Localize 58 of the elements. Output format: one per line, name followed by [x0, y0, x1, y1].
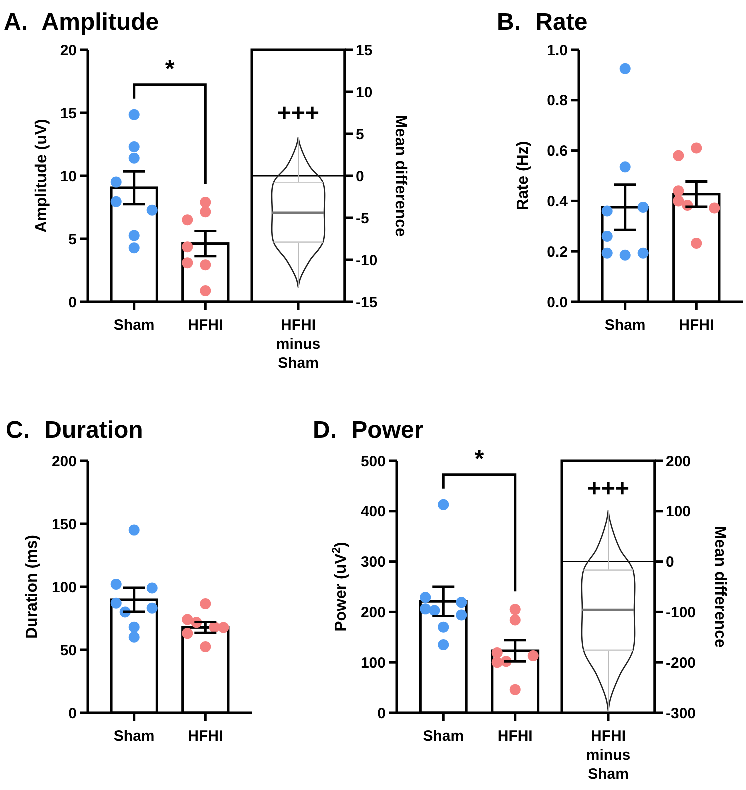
y-tick-label: 15	[356, 42, 373, 60]
x-tick-label: Sham	[114, 317, 155, 334]
y-tick-label: -300	[666, 705, 696, 722]
y-tick-label: 0	[666, 554, 674, 572]
x-tick-label: HFHI minus Sham	[276, 317, 321, 372]
y-tick-label: 200	[52, 453, 77, 470]
x-tick-label: HFHI	[188, 728, 224, 745]
y-axis-title: Mean difference	[711, 526, 728, 648]
y-axis-title: Rate (Hz)	[515, 141, 532, 211]
y-tick-label: 1.0	[547, 42, 568, 60]
y-tick-label: 0.6	[547, 143, 568, 160]
y-tick-label: 0.2	[547, 244, 568, 261]
y-tick-label: 200	[360, 604, 386, 622]
y-tick-label: -200	[666, 654, 696, 672]
y-tick-label: 10	[60, 168, 77, 186]
x-tick-label: Sham	[604, 317, 646, 334]
y-tick-label: 100	[666, 504, 692, 521]
y-tick-label: 500	[360, 453, 386, 470]
y-axis-title: Amplitude (uV)	[34, 119, 51, 233]
y-tick-label: 0	[68, 294, 77, 312]
x-tick-label: Sham	[114, 728, 155, 745]
y-tick-label: 200	[666, 453, 692, 470]
chart-title: D. Power	[313, 417, 424, 444]
y-tick-label: 100	[360, 654, 386, 672]
y-tick-label: 0	[356, 168, 364, 186]
y-tick-label: -10	[356, 252, 378, 270]
y-tick-label: 5	[68, 231, 77, 248]
chart-title: C. Duration	[6, 417, 144, 444]
y-tick-label: 50	[60, 642, 77, 660]
x-tick-label: HFHI	[498, 728, 533, 745]
annotation: *	[474, 446, 485, 473]
y-tick-label: 10	[356, 84, 373, 102]
chart-title: B. Rate	[497, 9, 588, 36]
y-tick-label: -100	[666, 604, 696, 622]
annotation: +++	[587, 475, 630, 502]
y-tick-label: 15	[60, 105, 77, 122]
x-tick-label: HFHI minus Sham	[586, 728, 631, 783]
y-axis-title: Mean difference	[392, 115, 409, 238]
chart-title: A. Amplitude	[4, 9, 160, 36]
y-axis-title: Duration (ms)	[24, 535, 42, 639]
y-tick-label: -5	[356, 210, 370, 228]
x-tick-label: HFHI	[679, 317, 714, 334]
y-tick-label: 300	[360, 554, 386, 572]
annotation: *	[165, 56, 176, 83]
y-tick-label: 100	[52, 579, 77, 596]
y-tick-label: 0.4	[547, 193, 569, 210]
y-tick-label: 400	[360, 504, 386, 521]
y-tick-label: 5	[356, 126, 364, 144]
y-tick-label: 150	[52, 516, 77, 534]
y-tick-label: 20	[60, 42, 77, 60]
y-tick-label: 0.8	[547, 92, 568, 110]
x-tick-label: Sham	[423, 728, 464, 745]
y-tick-label: -15	[356, 294, 378, 312]
y-tick-label: 0	[378, 705, 386, 722]
y-tick-label: 0	[68, 705, 77, 722]
annotation: +++	[277, 100, 320, 127]
x-tick-label: HFHI	[188, 317, 224, 334]
y-tick-label: 0.0	[547, 294, 568, 312]
